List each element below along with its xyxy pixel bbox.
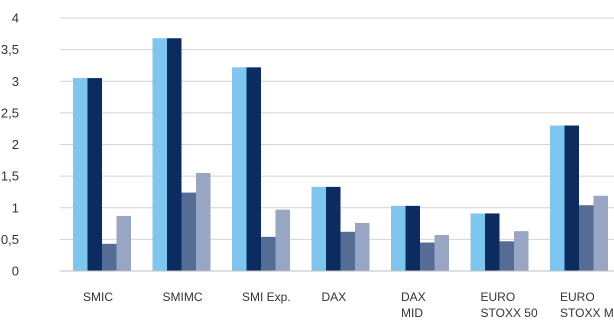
x-category-label: SMIMC: [163, 290, 203, 304]
bar: [102, 243, 117, 271]
y-tick-label: 2,5: [1, 105, 19, 120]
bar: [261, 236, 276, 271]
x-category-label: MID: [401, 306, 423, 320]
bar: [434, 234, 449, 271]
bar: [167, 38, 182, 271]
x-category-label: SMIC: [83, 290, 113, 304]
bar: [311, 186, 326, 271]
bar: [564, 125, 579, 272]
bar: [405, 205, 420, 271]
bar: [579, 205, 594, 271]
bar: [470, 213, 485, 271]
bar: [391, 205, 406, 271]
x-axis-category-labels: SMIC SMIMC SMI Exp. DAX DAX MID EURO STOXX 50 EU…: [83, 290, 614, 320]
bar: [116, 215, 131, 271]
y-tick-label: 3,5: [1, 42, 19, 57]
y-tick-label: 1,5: [1, 169, 19, 184]
bar: [196, 172, 211, 271]
bar: [550, 125, 565, 272]
x-category-label: EURO: [560, 290, 595, 304]
bar: [514, 231, 529, 271]
gridlines: [60, 17, 614, 240]
bar: [326, 186, 341, 271]
y-tick-label: 0,5: [1, 232, 19, 247]
y-tick-label: 4: [12, 11, 19, 26]
bar: [275, 209, 290, 271]
bar: [181, 192, 196, 271]
x-category-label: STOXX MID: [560, 306, 614, 320]
bar: [485, 213, 500, 271]
bar: [593, 195, 608, 271]
y-axis-tick-labels: 0 0,5 1 1,5 2 2,5 3 3,5 4: [1, 11, 19, 279]
x-category-label: DAX: [322, 290, 347, 304]
x-category-label: SMI Exp.: [242, 290, 291, 304]
x-category-label: EURO: [481, 290, 516, 304]
bar: [246, 67, 261, 272]
y-tick-label: 1: [12, 200, 19, 215]
bar: [73, 78, 88, 272]
y-tick-label: 2: [12, 137, 19, 152]
bar: [232, 67, 247, 272]
bars: [73, 38, 608, 272]
y-tick-label: 3: [12, 74, 19, 89]
x-category-label: DAX: [401, 290, 426, 304]
bar: [152, 38, 167, 271]
y-tick-label: 0: [12, 264, 19, 279]
x-category-label: STOXX 50: [481, 306, 538, 320]
bar: [87, 78, 102, 272]
bar: [340, 231, 355, 271]
bar: [499, 241, 514, 271]
bar: [355, 222, 370, 271]
bar: [420, 242, 435, 271]
